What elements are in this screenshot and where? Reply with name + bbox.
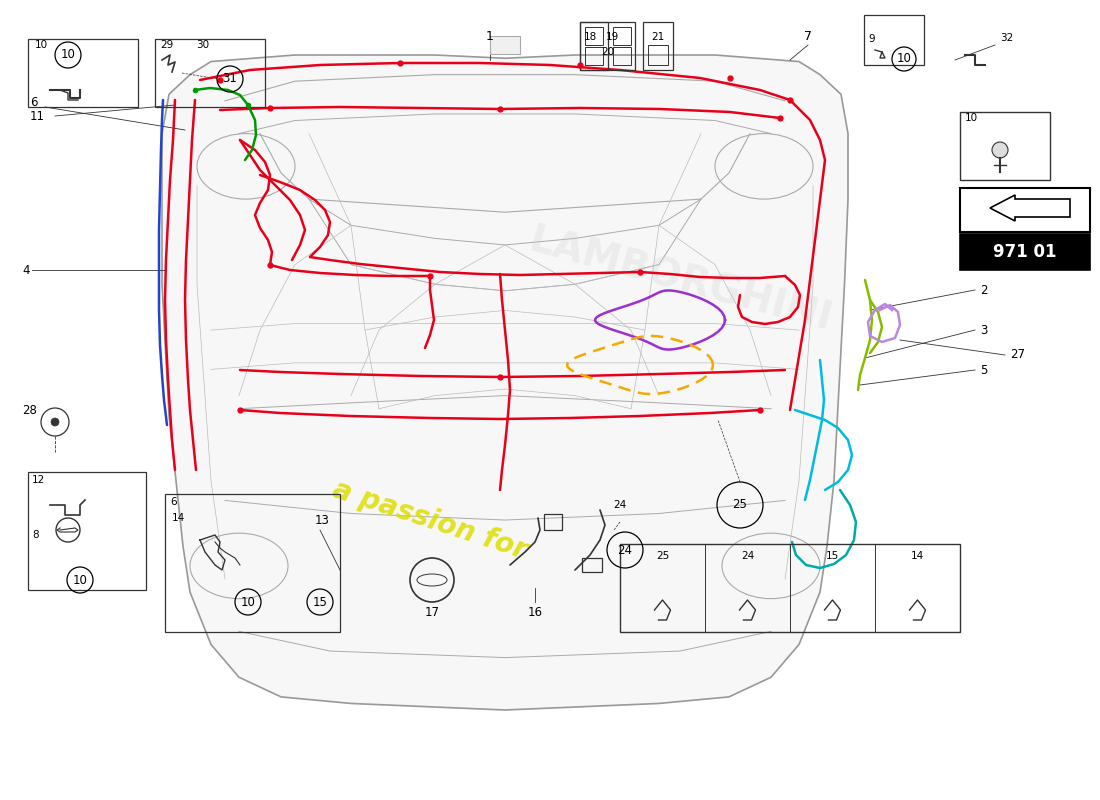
Text: 4: 4: [22, 263, 30, 277]
Text: 10: 10: [965, 113, 978, 123]
Bar: [544, 514, 562, 530]
Text: 30: 30: [196, 40, 209, 50]
Bar: [960, 234, 1090, 270]
Text: 1: 1: [486, 30, 494, 43]
Text: 14: 14: [172, 513, 185, 523]
Bar: [644, 22, 673, 70]
Text: 32: 32: [1000, 33, 1013, 43]
Text: 25: 25: [733, 498, 747, 511]
Text: LAMBORGHINI: LAMBORGHINI: [525, 222, 836, 338]
Text: 17: 17: [425, 606, 440, 618]
Text: 19: 19: [605, 32, 618, 42]
Bar: [620, 544, 960, 632]
Text: 971 01: 971 01: [993, 243, 1057, 261]
Text: 25: 25: [656, 551, 669, 561]
Bar: [580, 22, 608, 70]
Bar: [613, 47, 631, 65]
Text: 2: 2: [980, 283, 988, 297]
Bar: [585, 47, 603, 65]
Bar: [28, 39, 138, 107]
Text: 21: 21: [651, 32, 664, 42]
Text: a passion for: a passion for: [329, 475, 531, 565]
Text: 3: 3: [980, 323, 988, 337]
Bar: [960, 112, 1050, 180]
Bar: [648, 45, 668, 65]
Text: 8: 8: [32, 530, 39, 540]
Bar: [960, 188, 1090, 232]
Text: 28: 28: [22, 403, 37, 417]
Text: 10: 10: [896, 53, 912, 66]
Bar: [165, 494, 340, 632]
Text: 31: 31: [222, 73, 238, 86]
Text: 15: 15: [826, 551, 839, 561]
Text: 9: 9: [868, 34, 875, 44]
Text: 6: 6: [170, 497, 177, 507]
Text: 26: 26: [1010, 234, 1025, 246]
Bar: [155, 39, 265, 107]
Circle shape: [992, 142, 1008, 158]
Text: 18: 18: [583, 32, 596, 42]
Bar: [490, 36, 520, 54]
Text: 12: 12: [32, 475, 45, 485]
Text: 6: 6: [30, 97, 37, 110]
Text: 10: 10: [60, 49, 76, 62]
Text: 24: 24: [617, 543, 632, 557]
Text: 10: 10: [35, 40, 48, 50]
FancyArrow shape: [990, 195, 1070, 221]
Bar: [585, 27, 603, 45]
Text: 27: 27: [1010, 349, 1025, 362]
Text: 24: 24: [614, 500, 627, 510]
Text: 11: 11: [30, 110, 45, 122]
Bar: [864, 15, 924, 65]
Bar: [613, 27, 631, 45]
Text: 16: 16: [528, 606, 542, 618]
Polygon shape: [162, 55, 848, 710]
Text: 7: 7: [804, 30, 812, 43]
Bar: [580, 22, 635, 70]
Text: 14: 14: [911, 551, 924, 561]
Bar: [28, 472, 146, 590]
Text: 24: 24: [741, 551, 755, 561]
Text: 10: 10: [241, 595, 255, 609]
Text: 15: 15: [312, 595, 328, 609]
Bar: [582, 558, 602, 572]
Text: 20: 20: [602, 47, 615, 57]
Text: 10: 10: [73, 574, 87, 586]
Circle shape: [51, 418, 59, 426]
Text: 5: 5: [980, 363, 988, 377]
Text: 29: 29: [160, 40, 174, 50]
Text: 13: 13: [315, 514, 330, 526]
